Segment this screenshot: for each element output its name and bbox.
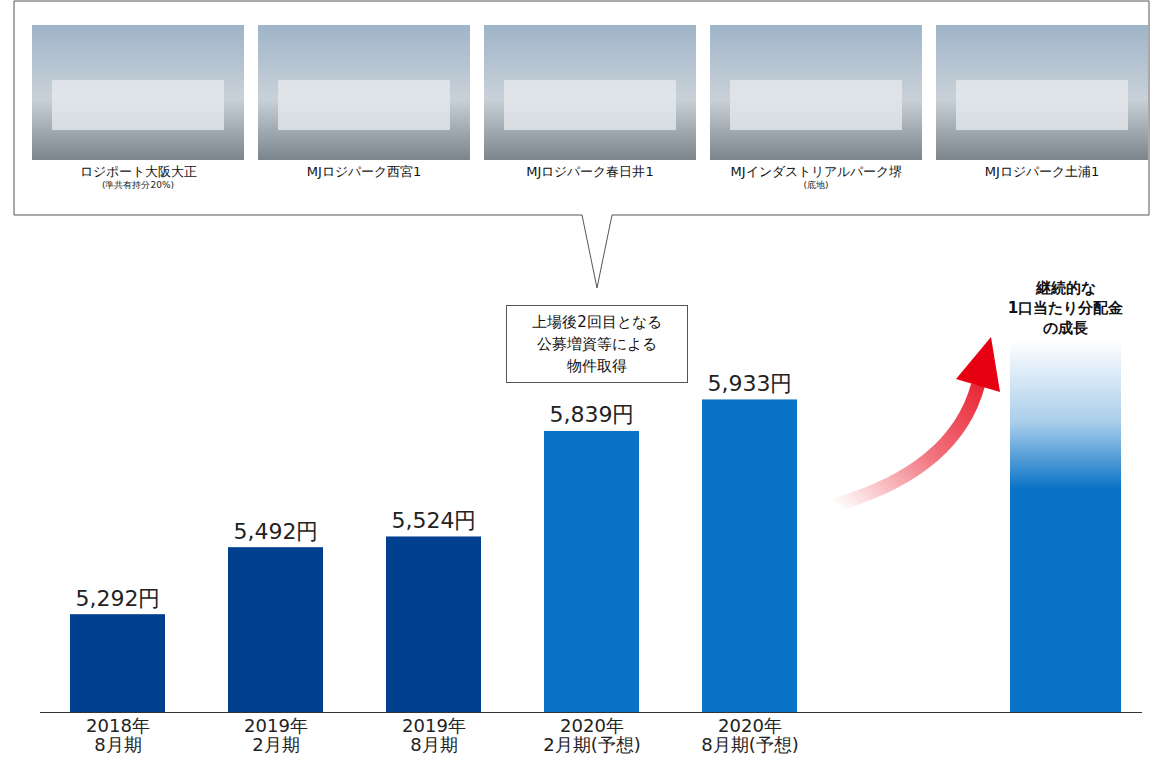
html-text:の成長: の成長 [1043, 319, 1088, 337]
html-text:(底地): (底地) [803, 180, 829, 190]
html-text:物件取得: 物件取得 [567, 357, 627, 375]
svg-text:2019年2月期: 2019年2月期 [244, 715, 308, 755]
html-text:MJロジパーク春日井1: MJロジパーク春日井1 [526, 164, 654, 179]
svg-text:5,933円: 5,933円 [708, 371, 793, 396]
svg-text:2020年2月期(予想): 2020年2月期(予想) [543, 715, 641, 755]
html-text:1口当たり分配金: 1口当たり分配金 [1007, 299, 1124, 317]
html-text:継続的な: 継続的な [1035, 279, 1096, 297]
html-text:MJインダストリアルパーク堺: MJインダストリアルパーク堺 [730, 164, 902, 179]
html-text:公募増資等による: 公募増資等による [537, 335, 657, 353]
svg-text:5,524円: 5,524円 [392, 508, 477, 533]
svg-text:5,492円: 5,492円 [234, 519, 319, 544]
svg-text:2018年8月期: 2018年8月期 [86, 715, 150, 755]
html-text:MJロジパーク土浦1: MJロジパーク土浦1 [984, 164, 1100, 179]
html-text:MJロジパーク西宮1: MJロジパーク西宮1 [306, 164, 422, 179]
html-text:上場後2回目となる: 上場後2回目となる [532, 313, 662, 331]
svg-text:2019年8月期: 2019年8月期 [402, 715, 466, 755]
svg-text:2020年8月期(予想): 2020年8月期(予想) [701, 715, 799, 755]
html-text:ロジポート大阪大正: ロジポート大阪大正 [79, 164, 197, 179]
svg-text:5,839円: 5,839円 [550, 402, 635, 427]
html-text:(準共有持分20%): (準共有持分20%) [102, 180, 174, 190]
svg-text:5,292円: 5,292円 [76, 586, 161, 611]
